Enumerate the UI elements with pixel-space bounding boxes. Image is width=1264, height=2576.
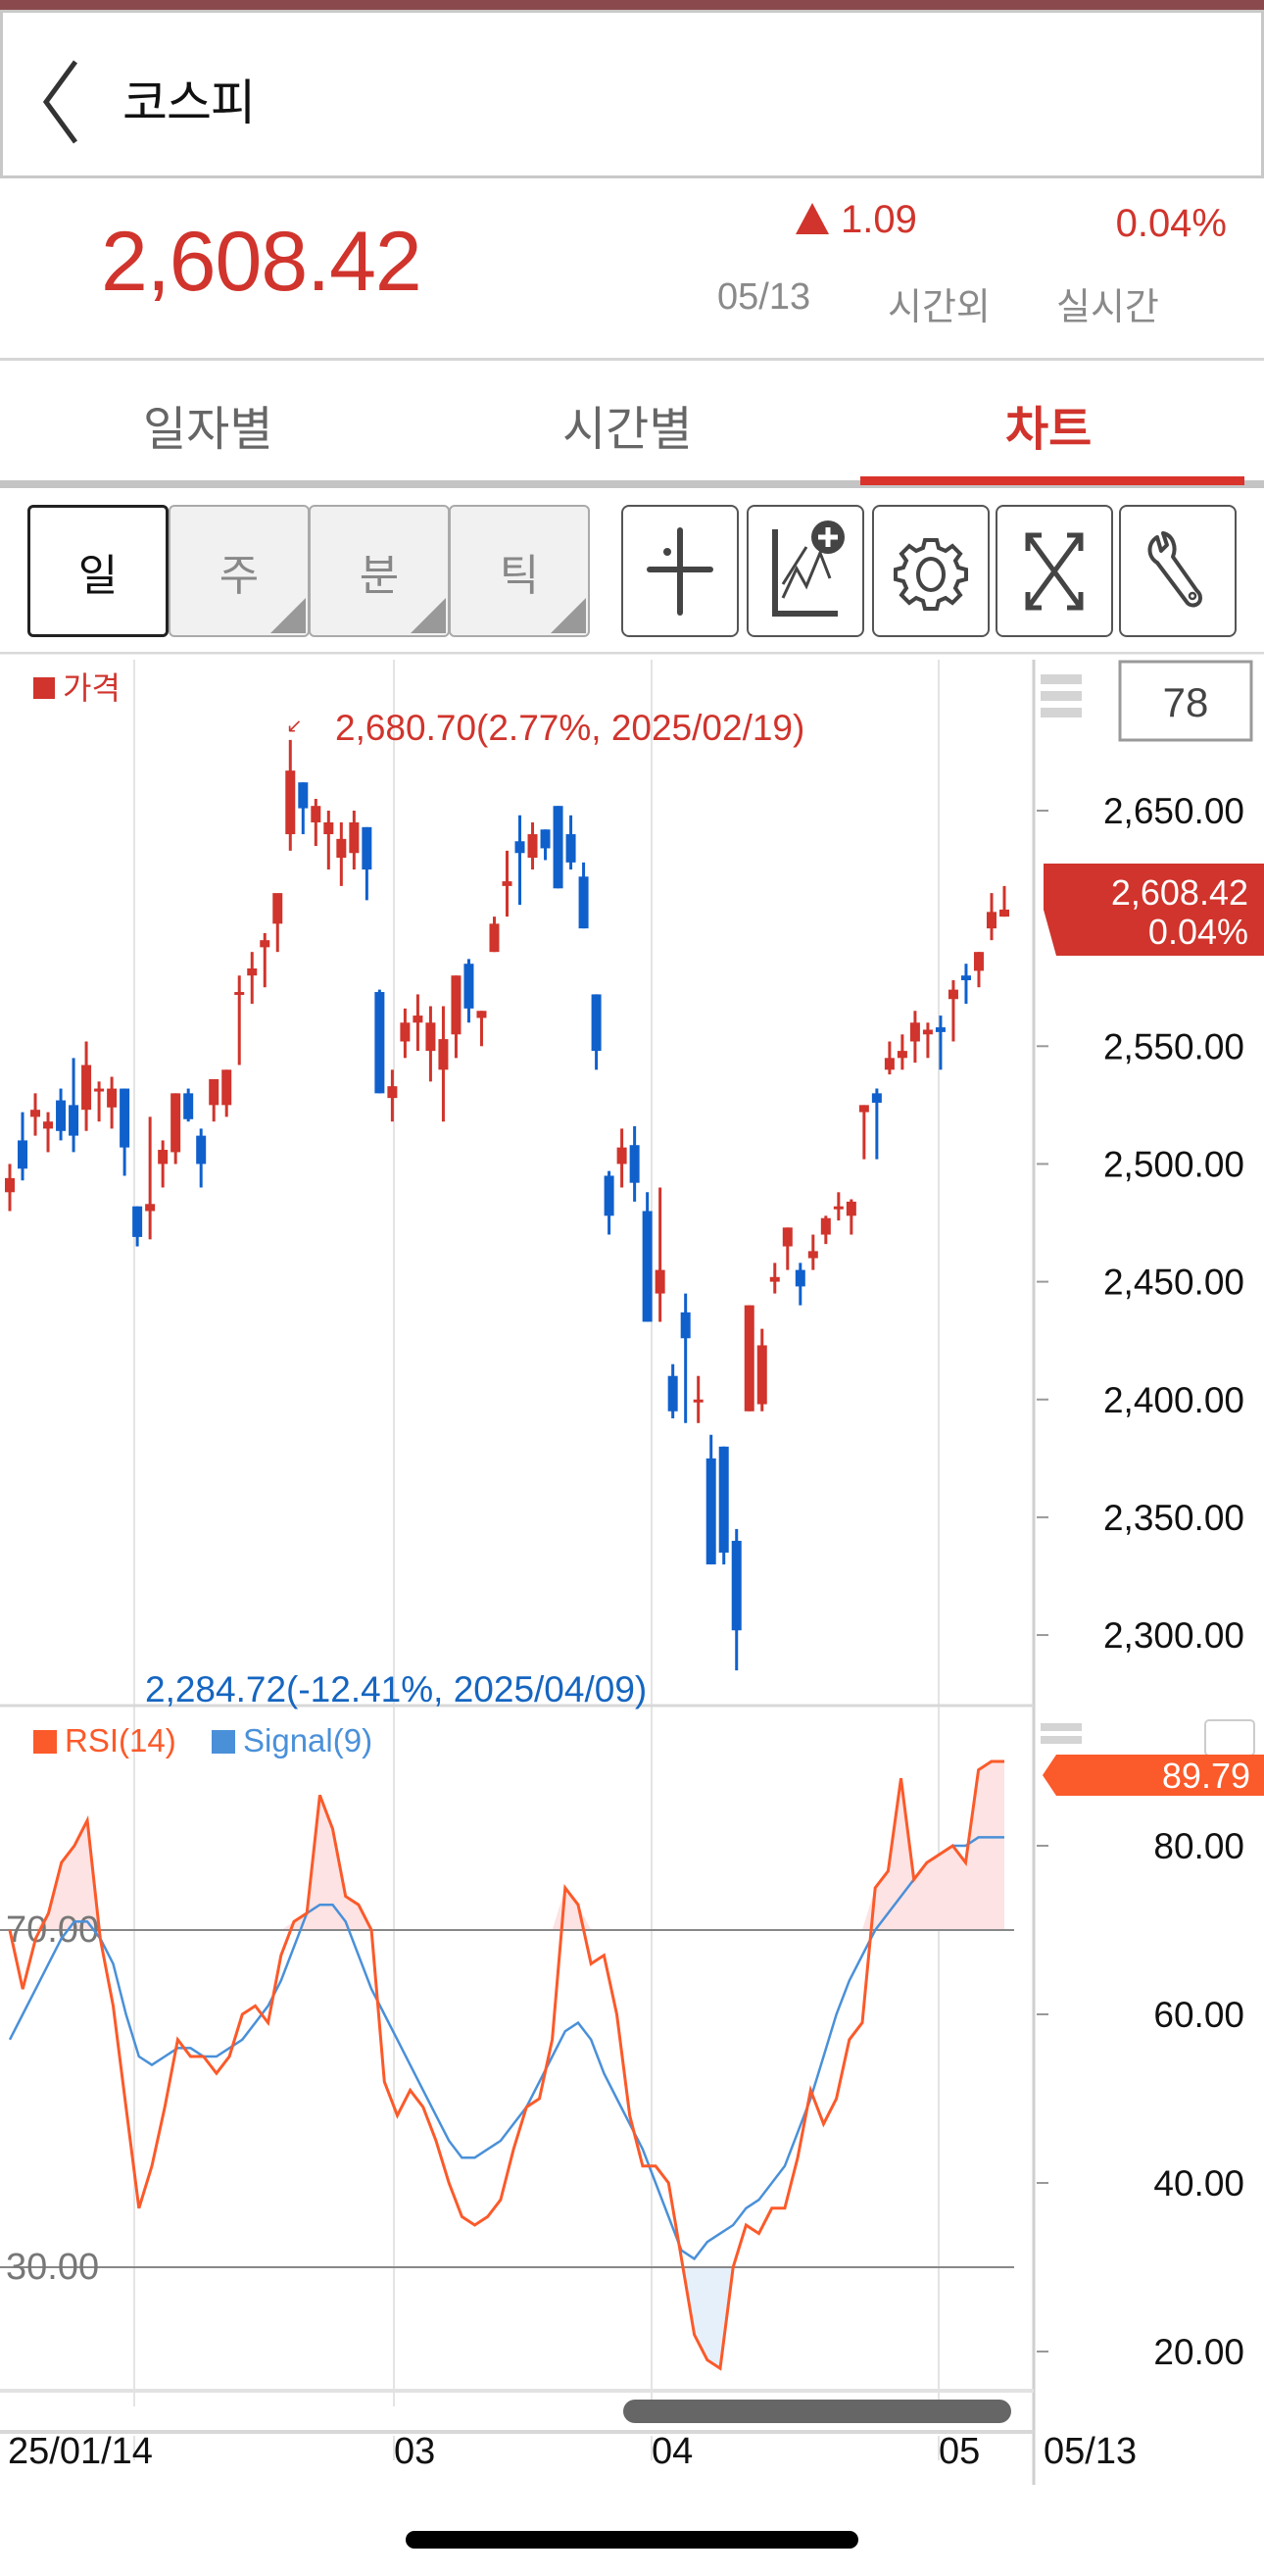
period-week-button[interactable]: 주 [169, 505, 310, 637]
fullscreen-icon [1025, 532, 1084, 610]
status-strip [0, 0, 1264, 10]
rsi-legend-label: RSI(14) [65, 1722, 176, 1759]
change-percent: 0.04% [1115, 202, 1227, 245]
x-axis: 25/01/14 03 04 05 05/13 [8, 2431, 1137, 2472]
svg-text:2,300.00: 2,300.00 [1103, 1615, 1244, 1656]
signal-legend-label: Signal(9) [243, 1722, 372, 1759]
svg-text:70.00: 70.00 [6, 1909, 99, 1951]
pane-menu-icon[interactable] [1041, 674, 1082, 718]
back-button[interactable] [38, 58, 87, 146]
svg-text:20.00: 20.00 [1153, 2332, 1244, 2372]
fullscreen-button[interactable] [996, 505, 1113, 637]
svg-text:2,550.00: 2,550.00 [1103, 1026, 1244, 1066]
dropdown-corner-icon [270, 598, 306, 633]
x-label: 25/01/14 [8, 2431, 153, 2472]
svg-text:40.00: 40.00 [1153, 2163, 1244, 2204]
x-end-label: 05/13 [1044, 2431, 1137, 2472]
price-legend-swatch [33, 677, 55, 699]
active-tab-indicator [860, 476, 1244, 485]
settings-button[interactable] [872, 505, 990, 637]
high-arrow-icon: ↙ [286, 716, 303, 737]
visible-count: 78 [1163, 679, 1209, 725]
session-label: 시간외 [888, 287, 991, 328]
svg-text:2,500.00: 2,500.00 [1103, 1144, 1244, 1184]
add-indicator-button[interactable] [747, 505, 864, 637]
svg-text:60.00: 60.00 [1153, 1995, 1244, 2035]
rsi-axis: 80.00 60.00 40.00 20.00 [1037, 1826, 1244, 2372]
tab-daily[interactable]: 일자별 [143, 402, 273, 457]
svg-text:2,400.00: 2,400.00 [1103, 1380, 1244, 1420]
up-triangle-icon [796, 203, 829, 234]
page-title: 코스피 [122, 74, 256, 131]
candlestick-series [5, 739, 1009, 1671]
home-indicator [406, 2531, 858, 2549]
add-indicator-icon [772, 520, 845, 617]
rsi-value-tag: 89.79 [1043, 1755, 1264, 1796]
tools-button[interactable] [1119, 505, 1237, 637]
price-legend-label: 가격 [63, 670, 121, 706]
x-label: 05 [939, 2431, 980, 2472]
app-header: 코스피 [0, 10, 1264, 178]
high-annotation: 2,680.70(2.77%, 2025/02/19) [335, 708, 804, 748]
last-price-tag: 2,608.42 0.04% [1044, 864, 1264, 956]
svg-text:2,650.00: 2,650.00 [1103, 791, 1244, 831]
x-label: 03 [394, 2431, 435, 2472]
period-tick-label: 틱 [499, 550, 540, 601]
quote-summary: 2,608.42 1.09 0.04% 05/13 시간외 실시간 [0, 178, 1264, 361]
svg-text:2,350.00: 2,350.00 [1103, 1498, 1244, 1538]
tab-chart[interactable]: 차트 [1005, 402, 1093, 457]
svg-text:30.00: 30.00 [6, 2247, 99, 2288]
current-price: 2,608.42 [101, 215, 422, 309]
crosshair-icon [647, 526, 713, 616]
chevron-left-icon [42, 60, 78, 144]
price-change-value: 1.09 [841, 198, 917, 241]
tab-bar: 일자별 시간별 차트 [0, 361, 1264, 488]
signal-legend-swatch [212, 1730, 235, 1754]
price-change: 1.09 [796, 198, 917, 242]
chart-area[interactable]: 가격 78 ↙ 2,680.70(2.77%, 2025/02/19) 2,28… [0, 651, 1264, 2485]
dropdown-corner-icon [411, 598, 446, 633]
period-minute-label: 분 [359, 550, 400, 601]
svg-text:2,450.00: 2,450.00 [1103, 1263, 1244, 1303]
rsi-current-value: 89.79 [1162, 1756, 1250, 1796]
gear-icon [894, 537, 968, 611]
rsi-pane-menu-icon[interactable] [1041, 1723, 1082, 1744]
quote-date: 05/13 [717, 276, 811, 318]
x-label: 04 [652, 2431, 693, 2472]
price-axis: 2,650.00 2,550.00 2,500.00 2,450.00 2,400.00… [1037, 791, 1244, 1656]
svg-text:80.00: 80.00 [1153, 1826, 1244, 1866]
rsi-series: 70.00 30.00 [0, 1759, 1014, 2371]
last-price-value: 2,608.42 [1111, 872, 1248, 913]
tab-hourly[interactable]: 시간별 [562, 402, 693, 457]
price-rsi-chart[interactable]: 가격 78 ↙ 2,680.70(2.77%, 2025/02/19) 2,28… [0, 651, 1264, 2485]
chart-scrollbar[interactable] [623, 2400, 1011, 2423]
tab-divider [0, 480, 1264, 488]
dropdown-corner-icon [551, 598, 586, 633]
crosshair-button[interactable] [621, 505, 739, 637]
realtime-label: 실시간 [1056, 287, 1159, 328]
visible-count-box[interactable] [1118, 660, 1253, 742]
rsi-legend-swatch [33, 1730, 57, 1754]
rsi-close-button[interactable] [1204, 1719, 1255, 1757]
period-day-button[interactable]: 일 [27, 505, 169, 637]
period-minute-button[interactable]: 분 [309, 505, 450, 637]
low-annotation: 2,284.72(-12.41%, 2025/04/09) [145, 1669, 647, 1709]
vertical-gridlines [133, 660, 940, 2406]
period-week-label: 주 [219, 550, 260, 601]
wrench-icon [1147, 530, 1202, 607]
last-price-pct: 0.04% [1148, 912, 1248, 952]
period-tick-button[interactable]: 틱 [449, 505, 590, 637]
period-day-label: 일 [77, 550, 119, 601]
